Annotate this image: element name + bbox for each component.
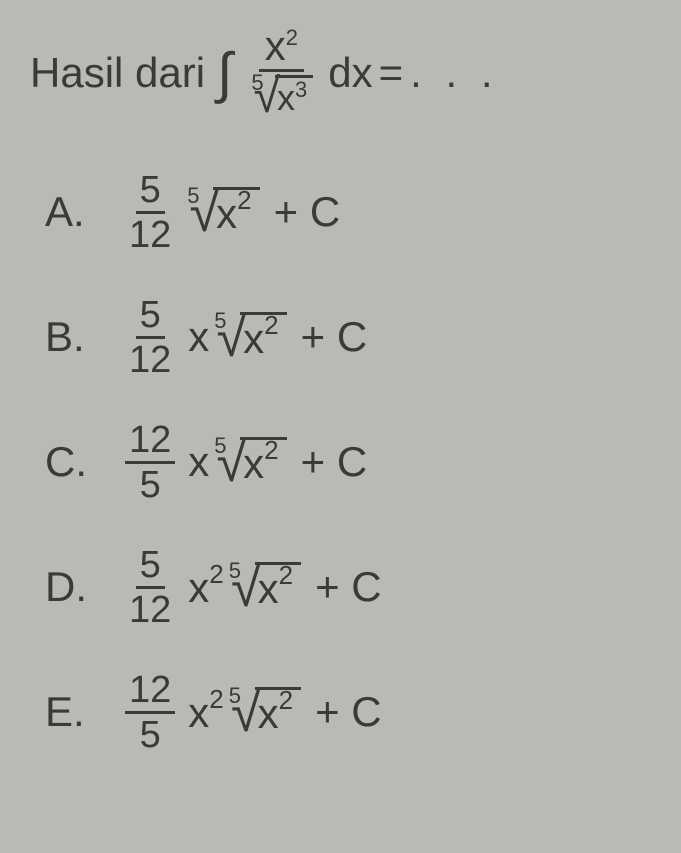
option-a: A. 5 12 5 √ x2 + C (45, 171, 651, 254)
root-d: 5 √ x2 (227, 562, 301, 612)
option-e: E. 12 5 x2 5 √ x2 + C (45, 671, 651, 754)
option-label-b: B. (45, 313, 115, 361)
constant-c: + C (301, 438, 368, 486)
question-stem: Hasil dari ∫ x2 5 √ x3 dx = . . . (30, 25, 651, 121)
option-label-c: C. (45, 438, 115, 486)
option-label-e: E. (45, 688, 115, 736)
constant-e: + C (315, 688, 382, 736)
coefficient-a: 5 12 (125, 171, 175, 254)
constant-a: + C (274, 188, 341, 236)
x-term-e: x2 (188, 688, 223, 737)
option-b: B. 5 12 x 5 √ x2 + C (45, 296, 651, 379)
options-list: A. 5 12 5 √ x2 + C B. 5 12 x 5 √ x2 + C (30, 171, 651, 754)
numerator: x2 (259, 25, 304, 72)
root-e: 5 √ x2 (227, 687, 301, 737)
root-c: 5 √ x2 (212, 437, 286, 487)
coefficient-e: 12 5 (125, 671, 175, 754)
integrand-fraction: x2 5 √ x3 (243, 25, 319, 121)
x-term-c: x (188, 438, 209, 486)
option-label-a: A. (45, 188, 115, 236)
dx: dx (328, 49, 372, 97)
option-label-d: D. (45, 563, 115, 611)
option-c: C. 12 5 x 5 √ x2 + C (45, 421, 651, 504)
root-denominator: 5 √ x3 (249, 75, 313, 118)
ellipsis: . . . (410, 49, 498, 97)
constant-d: + C (315, 563, 382, 611)
constant-b: + C (301, 313, 368, 361)
option-d: D. 5 12 x2 5 √ x2 + C (45, 546, 651, 629)
equals: = (379, 49, 404, 97)
coefficient-c: 12 5 (125, 421, 175, 504)
denominator: 5 √ x3 (243, 72, 319, 121)
integral-symbol: ∫ (217, 40, 232, 105)
question-prefix: Hasil dari (30, 49, 205, 97)
root-a: 5 √ x2 (185, 187, 259, 237)
coefficient-b: 5 12 (125, 296, 175, 379)
coefficient-d: 5 12 (125, 546, 175, 629)
x-term-b: x (188, 313, 209, 361)
root-b: 5 √ x2 (212, 312, 286, 362)
x-term-d: x2 (188, 563, 223, 612)
